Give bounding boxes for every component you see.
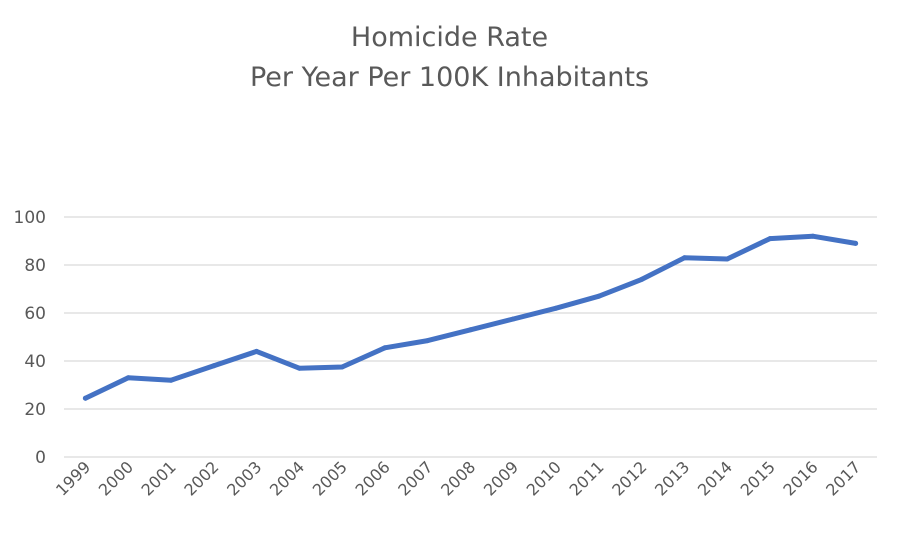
data-point [425,338,431,344]
chart-title: Homicide Rate [350,22,549,53]
data-point [211,363,217,369]
series-layer [82,233,859,401]
chart-subtitle: Per Year Per 100K Inhabitants [249,62,650,93]
x-axis-ticks: 1999 2000 2001 2002 2003 2004 2005 2006 2007 2008… [52,457,864,499]
x-tick-label: 2017 [822,457,864,499]
x-tick-label: 2014 [694,457,736,499]
data-point [339,364,345,370]
x-tick-label: 2013 [651,457,693,499]
data-point [125,375,131,381]
data-point [468,327,473,333]
y-tick-label: 80 [24,256,46,276]
x-tick-label: 2008 [437,457,479,499]
x-tick-label: 2006 [352,457,394,499]
series-line [82,233,859,401]
data-point [767,236,773,242]
data-point [168,377,174,383]
data-point [810,233,816,239]
data-point [82,395,88,401]
x-tick-label: 2005 [309,457,351,499]
x-tick-label: 2012 [608,457,650,499]
x-tick-label: 2001 [138,457,180,499]
y-tick-label: 20 [24,400,46,420]
y-tick-label: 40 [24,352,46,372]
x-tick-label: 2002 [180,457,222,499]
y-tick-label: 100 [14,208,46,228]
y-tick-label: 0 [35,448,46,468]
x-tick-label: 2010 [523,457,565,499]
data-point [639,276,645,282]
x-tick-label: 2000 [95,457,137,499]
data-point [553,305,559,311]
x-tick-label: 2009 [480,457,522,499]
data-point [296,365,302,371]
x-tick-label: 2016 [779,457,821,499]
x-tick-label: 1999 [52,457,94,499]
x-tick-label: 2003 [223,457,265,499]
gridlines [64,216,877,458]
data-point [254,348,260,354]
data-point [724,256,730,262]
x-tick-label: 2007 [394,457,436,499]
data-point [596,293,602,299]
y-tick-label: 60 [24,304,46,324]
y-axis-ticks: 0 20 40 60 80 100 [14,208,46,468]
x-tick-label: 2004 [266,457,308,499]
data-point [510,316,516,322]
x-tick-label: 2011 [565,457,607,499]
data-point [681,255,687,261]
data-point [382,345,388,351]
data-point [853,240,859,246]
x-tick-label: 2015 [737,457,779,499]
